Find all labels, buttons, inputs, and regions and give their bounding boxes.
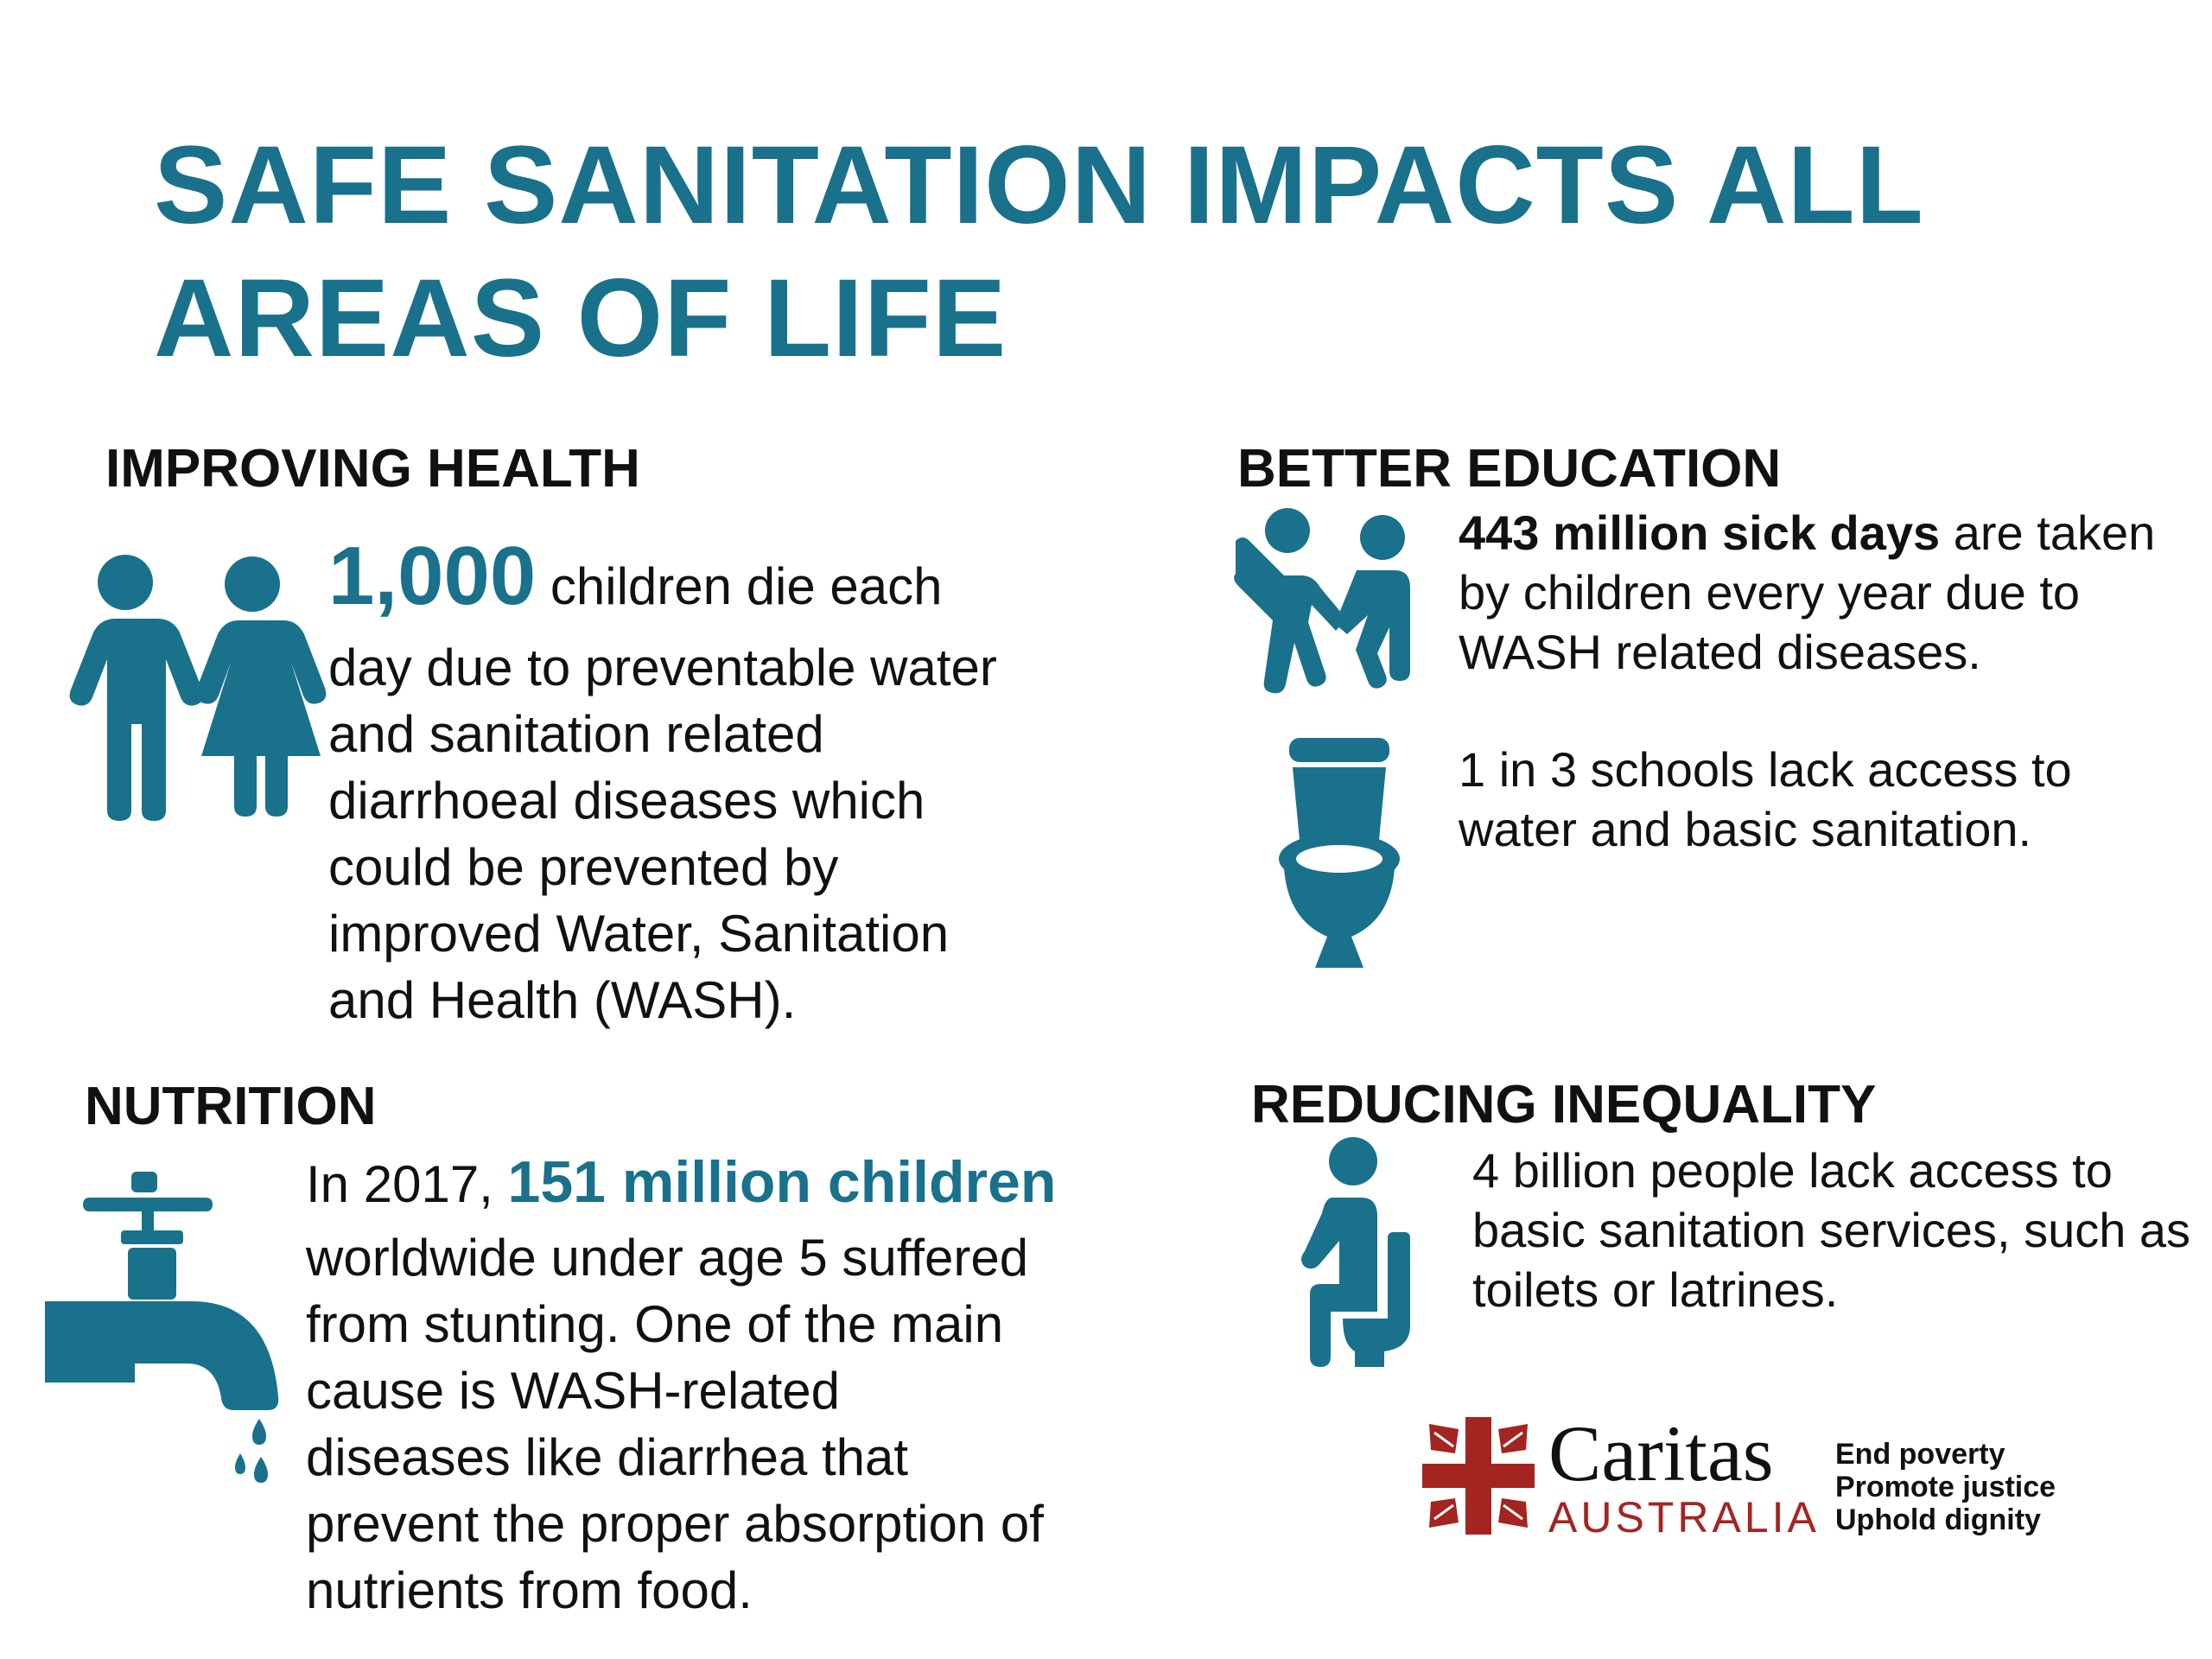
inequality-text: 4 billion people lack access to basic sa… [1472,1141,2207,1319]
nutrition-text: In 2017, 151 million children worldwide … [306,1142,1153,1624]
nutrition-line: worldwide under age 5 suffered [306,1229,1029,1287]
playing-children-icon [1234,508,1410,694]
health-text: 1,000 children die each day due to preve… [328,529,1089,1033]
education-school-text: 1 in 3 schools lack access to water and … [1459,740,2202,859]
health-line: improved Water, Sanitation [328,905,950,963]
caritas-taglines: End poverty Promote justice Uphold digni… [1835,1438,2056,1536]
health-heading: IMPROVING HEALTH [105,439,640,499]
health-line: day due to preventable water [328,639,997,696]
caritas-cross-logo [1422,1417,1535,1535]
inequality-heading: REDUCING INEQUALITY [1251,1075,1877,1135]
education-stat-text: 443 million sick days are taken by child… [1459,503,2202,682]
health-line: and Health (WASH). [328,971,797,1029]
education-stat-line: by children every year due to [1459,565,2081,620]
page-title: SAFE SANITATION IMPACTS ALL AREAS OF LIF… [154,119,2055,385]
nutrition-stat: 151 million children [507,1149,1057,1215]
tagline: Promote justice [1835,1471,2056,1503]
nutrition-line: diseases like diarrhea that [306,1428,909,1486]
education-heading: BETTER EDUCATION [1237,439,1782,499]
toilet-icon [1279,738,1400,968]
nutrition-prefix: In 2017, [306,1155,508,1213]
nutrition-heading: NUTRITION [85,1077,377,1136]
tagline: Uphold dignity [1835,1503,2041,1536]
education-school-line: 1 in 3 schools lack access to [1459,742,2072,797]
title-line-2: AREAS OF LIFE [154,257,1007,380]
nutrition-line: prevent the proper absorption of [306,1495,1044,1553]
education-stat-line: WASH related diseases. [1459,625,1981,679]
education-stat-bold: 443 million sick days [1459,505,1941,560]
health-line: diarrhoeal diseases which [328,772,925,830]
education-stat-rest: are taken [1940,505,2156,560]
person-on-toilet-icon [1301,1137,1410,1367]
children-icon [69,555,327,821]
caritas-name: Caritas [1548,1409,1774,1497]
health-line: and sanitation related [328,705,824,763]
nutrition-line: from stunting. One of the main [306,1295,1004,1353]
nutrition-line: nutrients from food. [306,1561,753,1619]
caritas-country: AUSTRALIA [1548,1493,1820,1541]
health-text-after-stat: children die each [536,557,943,615]
nutrition-line: cause is WASH-related [306,1362,840,1420]
tagline: End poverty [1835,1438,2005,1471]
inequality-line: toilets or latrines. [1472,1262,1839,1317]
title-line-1: SAFE SANITATION IMPACTS ALL [154,124,1924,247]
inequality-line: 4 billion people lack access to [1472,1143,2113,1198]
health-stat: 1,000 [328,530,537,622]
inequality-line: basic sanitation services, such as [1472,1203,2191,1257]
water-tap-icon [45,1172,279,1483]
education-school-line: water and basic sanitation. [1459,802,2032,856]
caritas-wordmark: Caritas AUSTRALIA [1548,1414,1820,1541]
health-line: could be prevented by [328,838,839,896]
